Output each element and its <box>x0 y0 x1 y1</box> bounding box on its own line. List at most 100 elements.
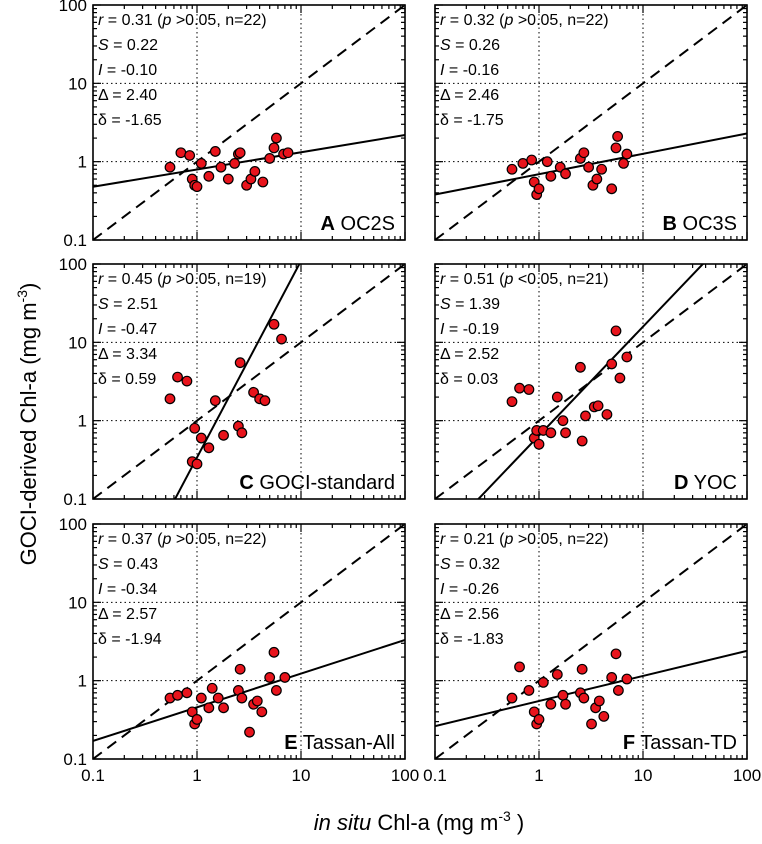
data-point <box>574 361 586 373</box>
stat-p-symbol: p <box>503 531 513 548</box>
stat-p-value: >0.05, n=22) <box>171 531 266 548</box>
panel-d: r = 0.51 (p <0.05, n=21) S = 1.39 I = -0.1… <box>434 263 748 500</box>
y-tick-label: 10 <box>68 74 87 93</box>
data-point <box>578 147 590 159</box>
stat-slope-symbol: S <box>98 296 109 313</box>
data-point <box>209 395 221 407</box>
data-point <box>621 351 633 363</box>
stat-slope-symbol: S <box>98 556 109 573</box>
stat-intercept: I = -0.47 <box>98 321 157 338</box>
x-tick-label: 100 <box>733 766 761 785</box>
y-tick-label: 1 <box>78 672 87 691</box>
x-tick-label: 1 <box>192 766 201 785</box>
stat-slope: S = 0.43 <box>98 556 158 573</box>
y-tick-label: 10 <box>68 333 87 352</box>
stat-slope-symbol: S <box>440 296 451 313</box>
y-axis-label-text: GOCI-derived Chl-a (mg m <box>16 302 41 565</box>
data-point <box>583 161 595 173</box>
panel-label: B OC3S <box>663 213 737 235</box>
y-tick-label: 1 <box>78 153 87 172</box>
stat-slope: S = 0.26 <box>440 37 500 54</box>
stat-p-symbol: p <box>503 271 513 288</box>
data-point <box>203 442 215 454</box>
stat-p-value: >0.05, n=19) <box>171 271 266 288</box>
data-point <box>257 176 269 188</box>
stat-r: r = 0.32 (p >0.05, n=22) <box>440 12 609 29</box>
data-point <box>259 395 271 407</box>
panel-method: Tassan-TD <box>635 732 737 754</box>
panel-letter: F <box>623 732 635 754</box>
data-point <box>614 372 626 384</box>
data-point <box>175 147 187 159</box>
data-point <box>610 648 622 660</box>
data-point <box>523 685 535 696</box>
data-point <box>209 146 221 157</box>
data-point <box>206 682 218 694</box>
data-point <box>203 170 215 182</box>
stat-slope-symbol: S <box>98 37 109 54</box>
regression-line <box>435 649 747 728</box>
stat-delta-upper: Δ = 2.52 <box>440 346 499 363</box>
y-axis-label-close: ) <box>16 283 41 290</box>
data-point <box>189 422 201 434</box>
y-tick-label: 1 <box>78 412 87 431</box>
stat-intercept: I = -0.26 <box>440 581 499 598</box>
stat-intercept-value: = -0.19 <box>444 321 499 338</box>
panel-label: C GOCI-standard <box>239 472 395 494</box>
data-point <box>541 156 553 168</box>
data-point <box>279 672 291 683</box>
data-point <box>514 382 525 394</box>
panel-letter: C <box>239 472 253 494</box>
data-point <box>181 687 193 699</box>
data-point <box>195 692 207 704</box>
y-tick-label: 10 <box>68 593 87 612</box>
stat-intercept-symbol: I <box>98 581 103 598</box>
data-point <box>506 396 518 408</box>
stat-slope-symbol: S <box>440 37 451 54</box>
stat-slope-value: = 0.22 <box>109 37 158 54</box>
panel-frame <box>434 4 748 241</box>
one-to-one-line <box>93 524 405 759</box>
y-axis-label-exp: -3 <box>14 290 30 303</box>
stat-r-symbol: r <box>98 531 104 548</box>
data-point <box>560 427 571 439</box>
stat-slope-value: = 1.39 <box>451 296 500 313</box>
data-point <box>618 158 629 169</box>
y-axis-label: GOCI-derived Chl-a (mg m-3) <box>14 283 41 566</box>
data-point <box>533 183 545 195</box>
data-point <box>276 333 287 345</box>
data-point <box>164 393 176 405</box>
panel-frame <box>434 263 748 500</box>
stat-p-value: >0.05, n=22) <box>513 531 608 548</box>
data-point <box>557 689 569 701</box>
stat-intercept-symbol: I <box>440 321 445 338</box>
x-axis-label-text: Chl-a (mg m <box>371 810 498 835</box>
data-point <box>523 384 535 395</box>
x-tick-label: 1 <box>534 766 543 785</box>
stat-delta-lower: δ = -1.65 <box>98 112 162 129</box>
stat-delta-upper: Δ = 3.34 <box>98 346 157 363</box>
data-point <box>612 131 624 142</box>
data-point <box>164 161 176 173</box>
stat-intercept: I = -0.19 <box>440 321 499 338</box>
y-tick-label: 100 <box>59 255 87 274</box>
regression-line <box>93 638 405 742</box>
stat-delta-upper: Δ = 2.56 <box>440 606 499 623</box>
panel-method: OC3S <box>677 213 737 235</box>
panel-frame <box>92 523 406 760</box>
data-point <box>218 702 229 714</box>
x-tick-label: 10 <box>634 766 653 785</box>
data-point <box>591 173 603 185</box>
data-point <box>610 142 622 154</box>
panel-method: GOCI-standard <box>254 472 395 494</box>
data-point <box>268 646 280 658</box>
data-point <box>528 706 540 718</box>
data-point <box>576 663 588 675</box>
data-point <box>526 154 538 166</box>
regression-line <box>173 264 301 499</box>
data-point <box>203 702 215 714</box>
stat-p-value: >0.05, n=22) <box>513 12 608 29</box>
one-to-one-line <box>435 5 747 240</box>
data-point <box>606 672 618 683</box>
data-point <box>560 168 571 180</box>
